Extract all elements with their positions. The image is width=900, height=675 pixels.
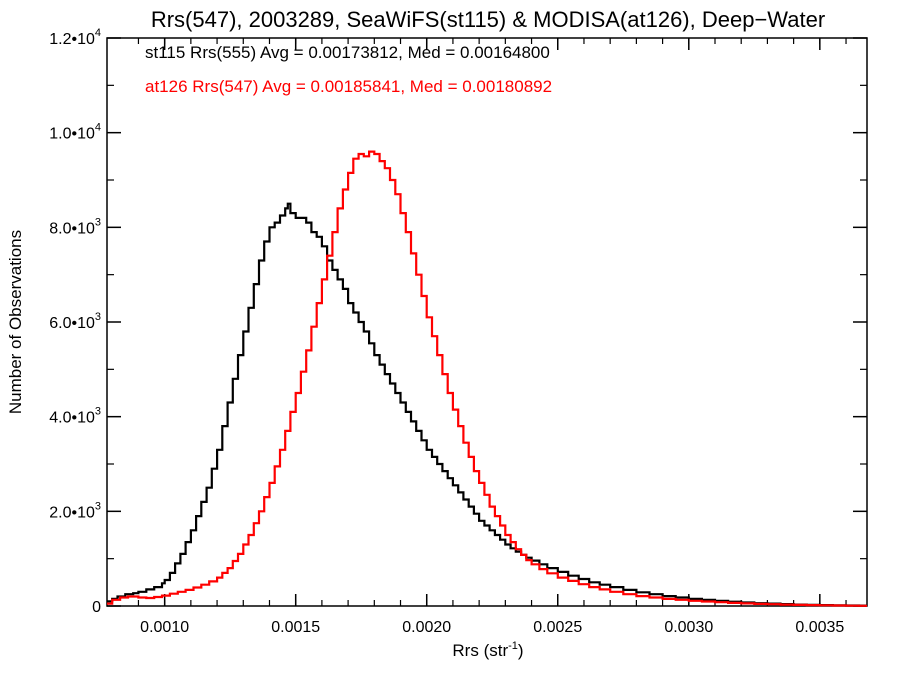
chart-title: Rrs(547), 2003289, SeaWiFS(st115) & MODI… [151, 7, 825, 32]
y-tick-label: 1.2•104 [49, 27, 101, 48]
x-axis-label-text: Rrs (str [452, 641, 508, 660]
series-st115-line [107, 202, 867, 607]
y-tick-label: 8.0•103 [49, 216, 101, 237]
y-axis-ticks: 0 2.0•103 4.0•103 6.0•103 8.0•103 1.0•104 1.2•… [49, 27, 867, 616]
y-tick-label: 0 [92, 599, 101, 616]
y-axis-label: Number of Observations [6, 230, 25, 414]
x-axis-label: Rrs (str-1) [452, 640, 523, 660]
y-tick-label: 4.0•103 [49, 406, 101, 427]
plot-frame [106, 37, 868, 607]
x-tick-label: 0.0010 [140, 619, 189, 636]
x-axis-label-close: ) [518, 641, 524, 660]
plot-border [106, 37, 868, 607]
legend-entry-st115: st115 Rrs(555) Avg = 0.00173812, Med = 0… [145, 43, 550, 62]
x-tick-label: 0.0025 [533, 619, 582, 636]
x-tick-label: 0.0015 [271, 619, 320, 636]
x-axis-ticks: 0.0010 0.0015 0.0020 0.0025 0.0030 0.0035 [137, 38, 847, 636]
legend-entry-at126: at126 Rrs(547) Avg = 0.00185841, Med = 0… [145, 77, 552, 96]
x-tick-label: 0.0030 [664, 619, 713, 636]
series-at126-line [107, 150, 867, 607]
x-tick-label: 0.0020 [402, 619, 451, 636]
y-tick-label: 2.0•103 [49, 500, 101, 521]
x-axis-label-sup: -1 [508, 640, 518, 652]
series-layer [107, 150, 867, 607]
y-tick-label: 6.0•103 [49, 311, 101, 332]
y-tick-label: 1.0•104 [49, 122, 101, 143]
x-tick-label: 0.0035 [795, 619, 844, 636]
